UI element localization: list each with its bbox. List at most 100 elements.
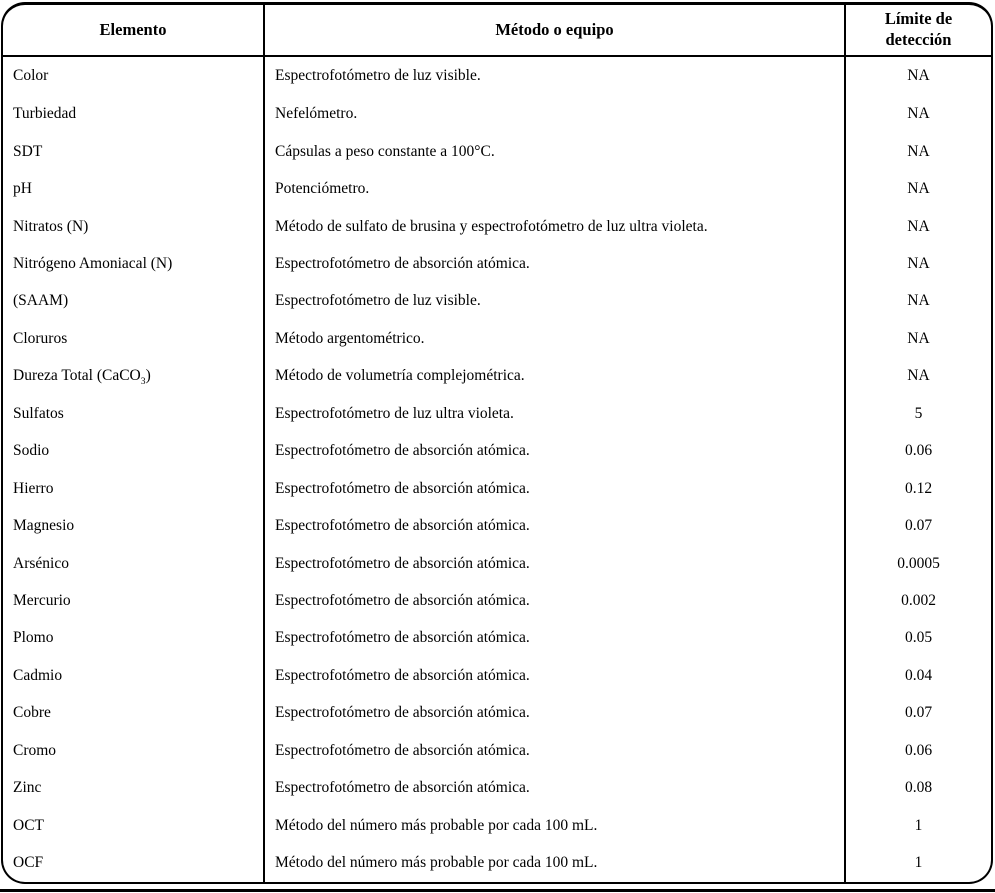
element-cell: Zinc <box>13 779 42 797</box>
method-cell: Método de sulfato de brusina y espectrof… <box>263 207 845 246</box>
element-cell: Cadmio <box>13 666 63 684</box>
table-row: Magnesio Espectrofotómetro de absorción … <box>3 507 991 545</box>
element-cell: Color <box>13 67 49 85</box>
table-row: Hierro Espectrofotómetro de absorción at… <box>3 469 991 508</box>
limit-cell: NA <box>844 357 991 396</box>
table-row: OCT Método del número más probable por c… <box>3 806 991 845</box>
table-row: Nitrógeno Amoniacal (N) Espectrofotómetr… <box>3 245 991 283</box>
column-header-limite: Límite de detección <box>844 5 991 57</box>
element-cell: Hierro <box>13 479 54 497</box>
limit-cell: NA <box>844 56 991 96</box>
limit-cell: NA <box>844 207 991 246</box>
method-cell: Espectrofotómetro de absorción atómica. <box>263 432 845 470</box>
table-row: Nitratos (N) Método de sulfato de brusin… <box>3 207 991 246</box>
limit-cell: 5 <box>844 395 991 433</box>
method-cell: Método argentométrico. <box>263 320 845 358</box>
element-cell: Cromo <box>13 741 57 759</box>
table-row: Cromo Espectrofotómetro de absorción ató… <box>3 731 991 770</box>
table-row: Cloruros Método argentométrico. NA <box>3 320 991 358</box>
table-row: (SAAM) Espectrofotómetro de luz visible.… <box>3 282 991 321</box>
method-cell: Espectrofotómetro de luz visible. <box>263 282 845 321</box>
limit-cell: 0.07 <box>844 694 991 732</box>
element-cell: pH <box>13 180 32 198</box>
column-header-elemento: Elemento <box>3 5 264 57</box>
limit-cell: 0.06 <box>844 432 991 470</box>
method-cell: Espectrofotómetro de absorción atómica. <box>263 507 845 545</box>
bottom-rule <box>0 889 995 892</box>
table-row: Sulfatos Espectrofotómetro de luz ultra … <box>3 395 991 433</box>
element-cell: (SAAM) <box>13 292 69 310</box>
method-cell: Espectrofotómetro de luz ultra violeta. <box>263 395 845 433</box>
column-header-elemento-label: Elemento <box>99 19 167 39</box>
limit-cell: 0.08 <box>844 769 991 807</box>
method-cell: Espectrofotómetro de absorción atómica. <box>263 731 845 770</box>
method-cell: Espectrofotómetro de absorción atómica. <box>263 619 845 658</box>
limit-cell: 0.04 <box>844 657 991 695</box>
column-header-metodo: Método o equipo <box>263 5 845 57</box>
element-cell: Cloruros <box>13 329 68 347</box>
table-row: Mercurio Espectrofotómetro de absorción … <box>3 582 991 620</box>
column-header-limite-label: Límite de detección <box>884 9 953 49</box>
limit-cell: NA <box>844 282 991 321</box>
method-cell: Espectrofotómetro de absorción atómica. <box>263 245 845 283</box>
limit-cell: 0.06 <box>844 731 991 770</box>
limit-cell: 0.07 <box>844 507 991 545</box>
element-cell: OCF <box>13 854 44 872</box>
element-cell: Nitrógeno Amoniacal (N) <box>13 255 173 272</box>
methods-table: Elemento Método o equipo Límite de detec… <box>3 5 991 882</box>
table-row: Zinc Espectrofotómetro de absorción atóm… <box>3 769 991 807</box>
element-cell: Sulfatos <box>13 404 64 422</box>
element-cell: Arsénico <box>13 554 69 572</box>
table-row: Cobre Espectrofotómetro de absorción ató… <box>3 694 991 732</box>
limit-cell: 1 <box>844 844 991 882</box>
element-cell: Cobre <box>13 704 51 722</box>
element-cell: Turbiedad <box>13 105 77 123</box>
element-cell: Nitratos (N) <box>13 217 89 235</box>
limit-cell: NA <box>844 170 991 208</box>
table-row: Dureza Total (CaCO3) Método de volumetrí… <box>3 357 991 396</box>
limit-cell: 0.0005 <box>844 544 991 583</box>
limit-cell: NA <box>844 245 991 283</box>
table-row: Plomo Espectrofotómetro de absorción ató… <box>3 619 991 658</box>
method-cell: Método de volumetría complejométrica. <box>263 357 845 396</box>
method-cell: Potenciómetro. <box>263 170 845 208</box>
element-cell: OCT <box>13 816 44 834</box>
table-row: Cadmio Espectrofotómetro de absorción at… <box>3 657 991 695</box>
method-cell: Nefelómetro. <box>263 95 845 133</box>
method-cell: Cápsulas a peso constante a 100°C. <box>263 132 845 171</box>
limit-cell: 1 <box>844 806 991 845</box>
element-cell: Sodio <box>13 442 50 460</box>
method-cell: Espectrofotómetro de absorción atómica. <box>263 582 845 620</box>
column-header-metodo-label: Método o equipo <box>495 19 614 39</box>
limit-cell: 0.12 <box>844 469 991 508</box>
element-cell: SDT <box>13 142 43 160</box>
method-cell: Espectrofotómetro de absorción atómica. <box>263 769 845 807</box>
method-cell: Método del número más probable por cada … <box>263 844 845 882</box>
limit-cell: NA <box>844 95 991 133</box>
limit-cell: NA <box>844 320 991 358</box>
limit-cell: 0.05 <box>844 619 991 658</box>
method-cell: Método del número más probable por cada … <box>263 806 845 845</box>
table-row: Color Espectrofotómetro de luz visible. … <box>3 56 991 96</box>
table-row: Arsénico Espectrofotómetro de absorción … <box>3 544 991 583</box>
table-row: SDT Cápsulas a peso constante a 100°C. N… <box>3 132 991 171</box>
method-cell: Espectrofotómetro de absorción atómica. <box>263 657 845 695</box>
element-cell: Plomo <box>13 629 54 647</box>
element-cell: Mercurio <box>13 591 71 609</box>
method-cell: Espectrofotómetro de absorción atómica. <box>263 469 845 508</box>
table-row: pH Potenciómetro. NA <box>3 170 991 208</box>
table-row: OCF Método del número más probable por c… <box>3 844 991 882</box>
table-row: Turbiedad Nefelómetro. NA <box>3 95 991 133</box>
table-row: Sodio Espectrofotómetro de absorción ató… <box>3 432 991 470</box>
limit-cell: NA <box>844 132 991 171</box>
limit-cell: 0.002 <box>844 582 991 620</box>
element-cell: Dureza Total (CaCO3) <box>13 367 151 388</box>
method-cell: Espectrofotómetro de absorción atómica. <box>263 544 845 583</box>
header-row: Elemento Método o equipo Límite de detec… <box>3 5 991 57</box>
element-cell: Magnesio <box>13 517 75 535</box>
method-cell: Espectrofotómetro de absorción atómica. <box>263 694 845 732</box>
method-cell: Espectrofotómetro de luz visible. <box>263 56 845 96</box>
table-body: Color Espectrofotómetro de luz visible. … <box>3 56 991 882</box>
